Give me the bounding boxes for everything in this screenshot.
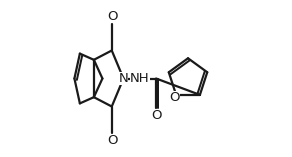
Text: O: O	[170, 91, 180, 104]
Text: O: O	[107, 10, 118, 23]
Text: N: N	[119, 72, 128, 85]
Text: O: O	[107, 134, 118, 147]
Text: O: O	[152, 109, 162, 122]
Text: NH: NH	[130, 72, 150, 85]
